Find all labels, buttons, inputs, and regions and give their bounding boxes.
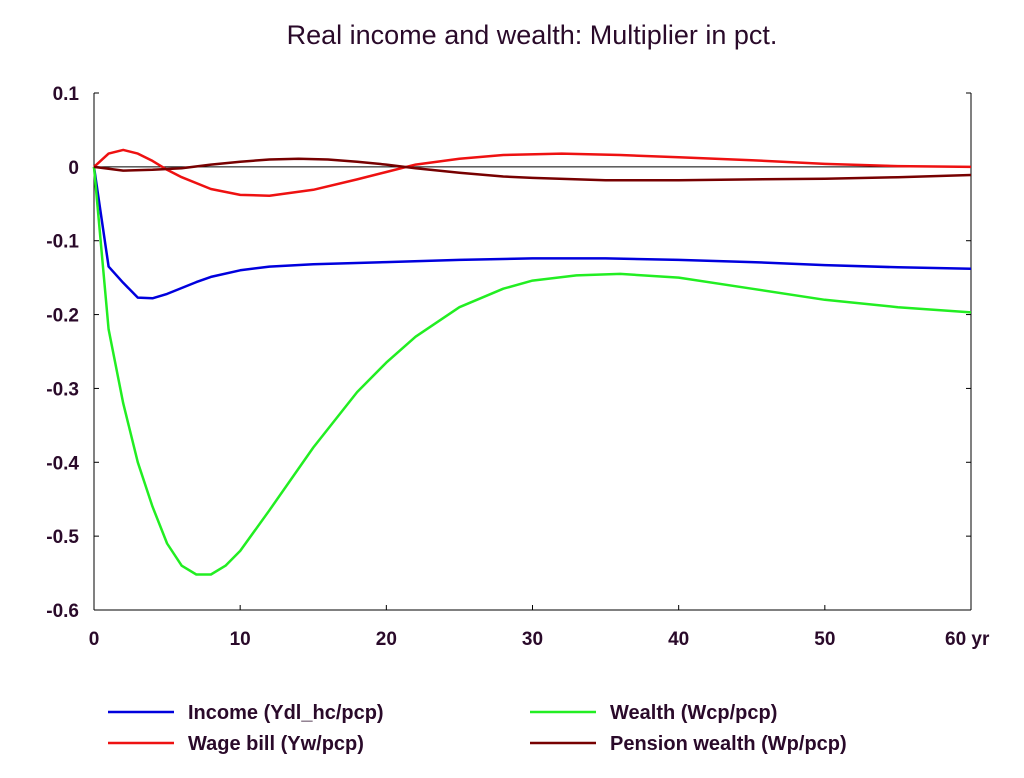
series-line-2 — [93, 148, 972, 197]
x-tick-label: 20 — [376, 629, 397, 650]
legend: Income (Ydl_hc/pcp) Wage bill (Yw/pcp) Wea… — [108, 702, 847, 755]
y-tick-label: -0.2 — [46, 306, 79, 327]
x-tick-label: 60 yr — [945, 629, 990, 650]
y-tick-label: -0.6 — [46, 601, 79, 622]
x-tick-label: 40 — [668, 629, 689, 650]
x-tick-label: 50 — [814, 629, 835, 650]
chart-title: Real income and wealth: Multiplier in pc… — [286, 20, 778, 50]
y-tick-label: 0.1 — [53, 84, 80, 105]
series-line-3 — [92, 166, 972, 576]
plot-frame — [93, 93, 972, 611]
series-line-4 — [93, 157, 972, 182]
y-tick-label: -0.1 — [46, 232, 79, 253]
x-tick-label: 0 — [89, 629, 100, 650]
legend-label-3: Wealth (Wcp/pcp) — [610, 702, 777, 724]
legend-label-4: Pension wealth (Wp/pcp) — [610, 733, 847, 755]
y-tick-label: 0 — [68, 158, 79, 179]
x-tick-label: 30 — [522, 629, 543, 650]
legend-label-1: Income (Ydl_hc/pcp) — [188, 702, 384, 724]
y-tick-label: -0.4 — [46, 453, 79, 474]
y-tick-label: -0.3 — [46, 379, 79, 400]
legend-label-2: Wage bill (Yw/pcp) — [188, 733, 364, 755]
y-axis: 0.1 0 -0.1 -0.2 -0.3 -0.4 -0.5 -0.6 — [46, 84, 971, 622]
y-tick-label: -0.5 — [46, 527, 79, 548]
series-line-1 — [92, 166, 972, 300]
series-lines — [92, 148, 972, 576]
x-axis: 0 10 20 30 40 50 60 yr — [89, 605, 990, 650]
x-tick-label: 10 — [230, 629, 251, 650]
